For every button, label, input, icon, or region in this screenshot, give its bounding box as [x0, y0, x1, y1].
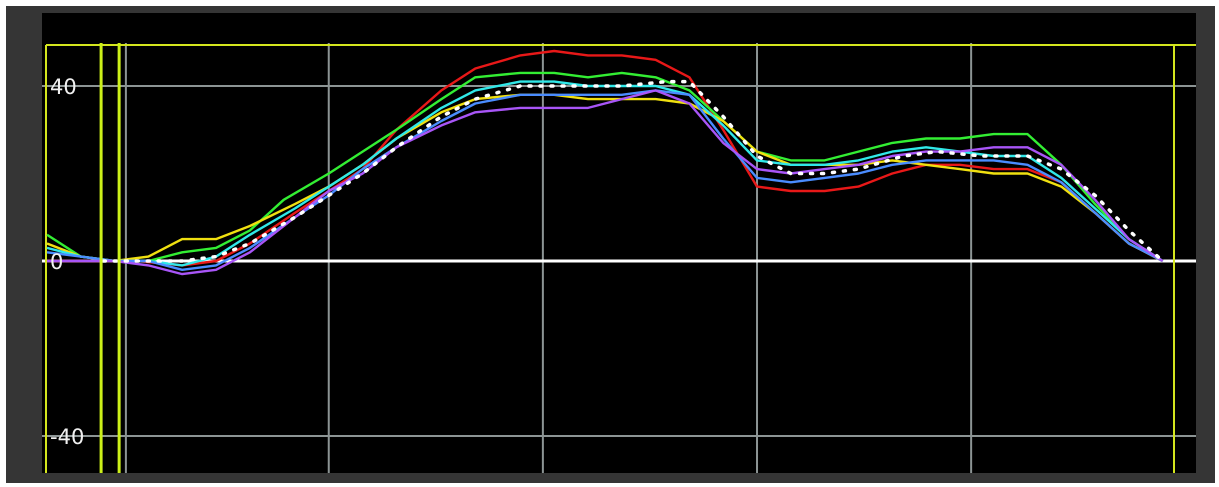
- frame-lines: [45, 44, 1196, 473]
- series-line-5: [47, 89, 1164, 276]
- y-tick-labels: 40 0 -40: [50, 75, 84, 449]
- y-tick-label-0: 40: [50, 75, 77, 99]
- cursor-markers: [99, 43, 121, 473]
- plot-background: [42, 13, 1196, 473]
- mean-trace: [101, 79, 1165, 263]
- y-tick-label-1: 0: [50, 250, 63, 274]
- series-line-3: [46, 80, 1164, 267]
- mean-trace-line: [101, 79, 1165, 263]
- series-line-0: [47, 49, 1164, 267]
- y-tick-label-2: -40: [50, 425, 84, 449]
- series-lines: [46, 49, 1164, 276]
- line-chart: 40 0 -40: [42, 13, 1196, 473]
- series-line-4: [46, 89, 1164, 271]
- series-line-1: [46, 71, 1164, 263]
